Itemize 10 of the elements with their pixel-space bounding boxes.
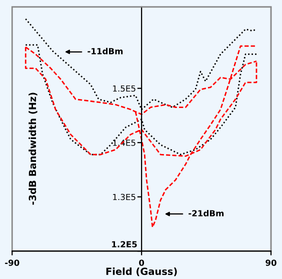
x-tick-label: 0 <box>139 260 144 266</box>
y-tick-label: 1.3E5 <box>113 194 136 200</box>
x-tick-label: -90 <box>5 260 20 266</box>
x-axis-title: Field (Gauss) <box>106 268 177 276</box>
y-tick-label: 1.2E5 <box>112 241 137 248</box>
annotation: -21dBm <box>188 210 224 216</box>
x-tick-label: 90 <box>266 260 276 266</box>
y-axis-title: -3dB Bandwidth (Hz) <box>28 92 38 205</box>
y-tick-label: 1.5E5 <box>113 85 136 92</box>
annotation: -11dBm <box>88 48 123 54</box>
